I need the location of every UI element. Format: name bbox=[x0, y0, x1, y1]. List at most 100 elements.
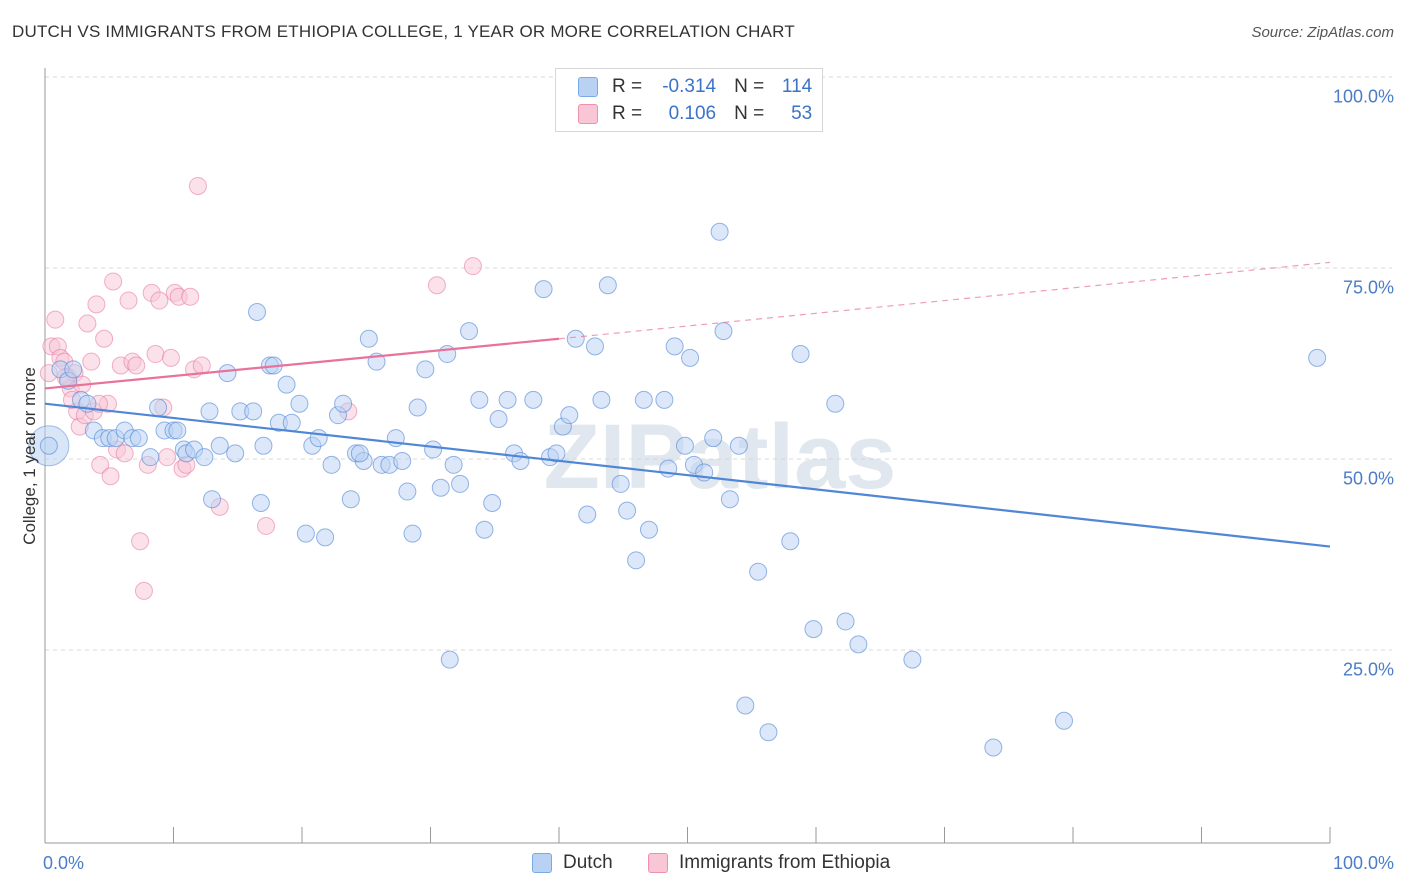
dutch-point bbox=[639, 520, 658, 539]
ethiopia-point bbox=[101, 467, 120, 486]
ethiopia-point bbox=[78, 314, 97, 333]
trend-lines bbox=[44, 261, 1331, 548]
dutch-point bbox=[675, 436, 694, 455]
dutch-point bbox=[309, 429, 328, 448]
dutch-point bbox=[322, 455, 341, 474]
dutch-point bbox=[341, 490, 360, 509]
ethiopia-point bbox=[158, 448, 177, 467]
dutch-point bbox=[483, 494, 502, 513]
dutch-point bbox=[200, 402, 219, 421]
chart-title: DUTCH VS IMMIGRANTS FROM ETHIOPIA COLLEG… bbox=[12, 22, 795, 41]
dutch-point bbox=[903, 650, 922, 669]
data-points bbox=[28, 176, 1327, 757]
dutch-point bbox=[316, 528, 335, 547]
dutch-point bbox=[655, 390, 674, 409]
ethiopia-point bbox=[119, 291, 138, 310]
dutch-point bbox=[759, 723, 778, 742]
dutch-point bbox=[398, 482, 417, 501]
dutch-point bbox=[984, 738, 1003, 757]
dutch-point bbox=[592, 390, 611, 409]
ethiopia-point bbox=[87, 295, 106, 314]
dutch-point bbox=[634, 390, 653, 409]
ethiopia-point bbox=[463, 257, 482, 276]
dutch-point bbox=[849, 635, 868, 654]
dutch-point bbox=[489, 409, 508, 428]
dutch-point bbox=[460, 322, 479, 341]
dutch-point bbox=[424, 440, 443, 459]
dutch-point bbox=[334, 394, 353, 413]
dutch-point bbox=[598, 276, 617, 295]
dutch-point bbox=[791, 345, 810, 364]
dutch-point bbox=[1308, 348, 1327, 367]
dutch-point bbox=[475, 520, 494, 539]
dutch-point bbox=[296, 524, 315, 543]
ethiopia-point bbox=[127, 356, 146, 375]
dutch-point bbox=[359, 329, 378, 348]
dutch-point bbox=[566, 329, 585, 348]
bottom-legend-ethiopia-label: Immigrants from Ethiopia bbox=[679, 852, 891, 873]
dutch-trend-line bbox=[44, 402, 1331, 548]
dutch-point bbox=[416, 360, 435, 379]
dutch-point bbox=[498, 390, 517, 409]
dutch-point bbox=[393, 452, 412, 470]
dutch-point bbox=[210, 436, 229, 455]
bottom-legend-dutch: Dutch bbox=[532, 852, 613, 874]
legend-swatch-dutch bbox=[578, 77, 598, 97]
source-label: Source: ZipAtlas.com bbox=[1251, 24, 1394, 41]
dutch-point bbox=[350, 444, 369, 463]
ethiopia-point bbox=[131, 532, 150, 551]
y-tick-25: 25.0% bbox=[1342, 659, 1394, 680]
dutch-point bbox=[585, 337, 604, 356]
x-tick-max: 100.0% bbox=[1332, 853, 1394, 873]
dutch-point bbox=[254, 436, 273, 455]
n-label: N = bbox=[734, 103, 765, 124]
dutch-point bbox=[826, 394, 845, 413]
y-tick-75: 75.0% bbox=[1342, 277, 1394, 298]
dutch-point bbox=[560, 406, 579, 425]
r-value-dutch: -0.314 bbox=[662, 76, 717, 97]
ethiopia-point bbox=[91, 455, 110, 474]
bottom-swatch-ethiopia bbox=[648, 853, 668, 873]
ethiopia-point bbox=[134, 581, 153, 600]
n-value-dutch: 114 bbox=[781, 76, 813, 97]
dutch-point bbox=[290, 394, 309, 413]
dutch-point bbox=[681, 348, 700, 367]
dutch-point bbox=[1055, 711, 1074, 730]
dutch-point bbox=[611, 474, 630, 493]
dutch-point bbox=[749, 562, 768, 581]
r-label: R = bbox=[612, 76, 643, 97]
dutch-point bbox=[244, 402, 263, 421]
dutch-point bbox=[248, 303, 267, 322]
dutch-point bbox=[714, 322, 733, 341]
ethiopia-point bbox=[150, 291, 169, 310]
ethiopia-trend-line bbox=[44, 337, 560, 390]
dutch-point bbox=[141, 448, 160, 467]
dutch-point bbox=[403, 524, 422, 543]
dutch-point bbox=[627, 551, 646, 570]
y-axis-label: College, 1 year or more bbox=[20, 367, 39, 545]
dutch-point bbox=[251, 494, 270, 513]
dutch-point bbox=[729, 436, 748, 455]
dutch-point bbox=[781, 532, 800, 551]
legend-row-dutch: R = -0.314 N = 114 bbox=[578, 75, 812, 99]
dutch-point bbox=[524, 390, 543, 409]
ethiopia-point bbox=[115, 444, 134, 463]
dutch-point bbox=[440, 650, 459, 669]
n-label: N = bbox=[734, 76, 765, 97]
dutch-point bbox=[710, 222, 729, 241]
ethiopia-point bbox=[161, 348, 180, 367]
dutch-point bbox=[804, 620, 823, 639]
ethiopia-point bbox=[104, 272, 123, 291]
r-label: R = bbox=[612, 103, 643, 124]
bottom-swatch-dutch bbox=[532, 853, 552, 873]
dutch-point bbox=[444, 455, 463, 474]
y-tick-50: 50.0% bbox=[1342, 468, 1394, 489]
legend-swatch-ethiopia bbox=[578, 104, 598, 124]
ethiopia-point bbox=[181, 287, 200, 306]
dutch-point bbox=[451, 474, 470, 493]
ethiopia-point bbox=[82, 352, 101, 371]
dutch-point bbox=[39, 436, 58, 455]
gridlines bbox=[45, 76, 1392, 651]
bottom-legend-ethiopia: Immigrants from Ethiopia bbox=[648, 852, 890, 874]
